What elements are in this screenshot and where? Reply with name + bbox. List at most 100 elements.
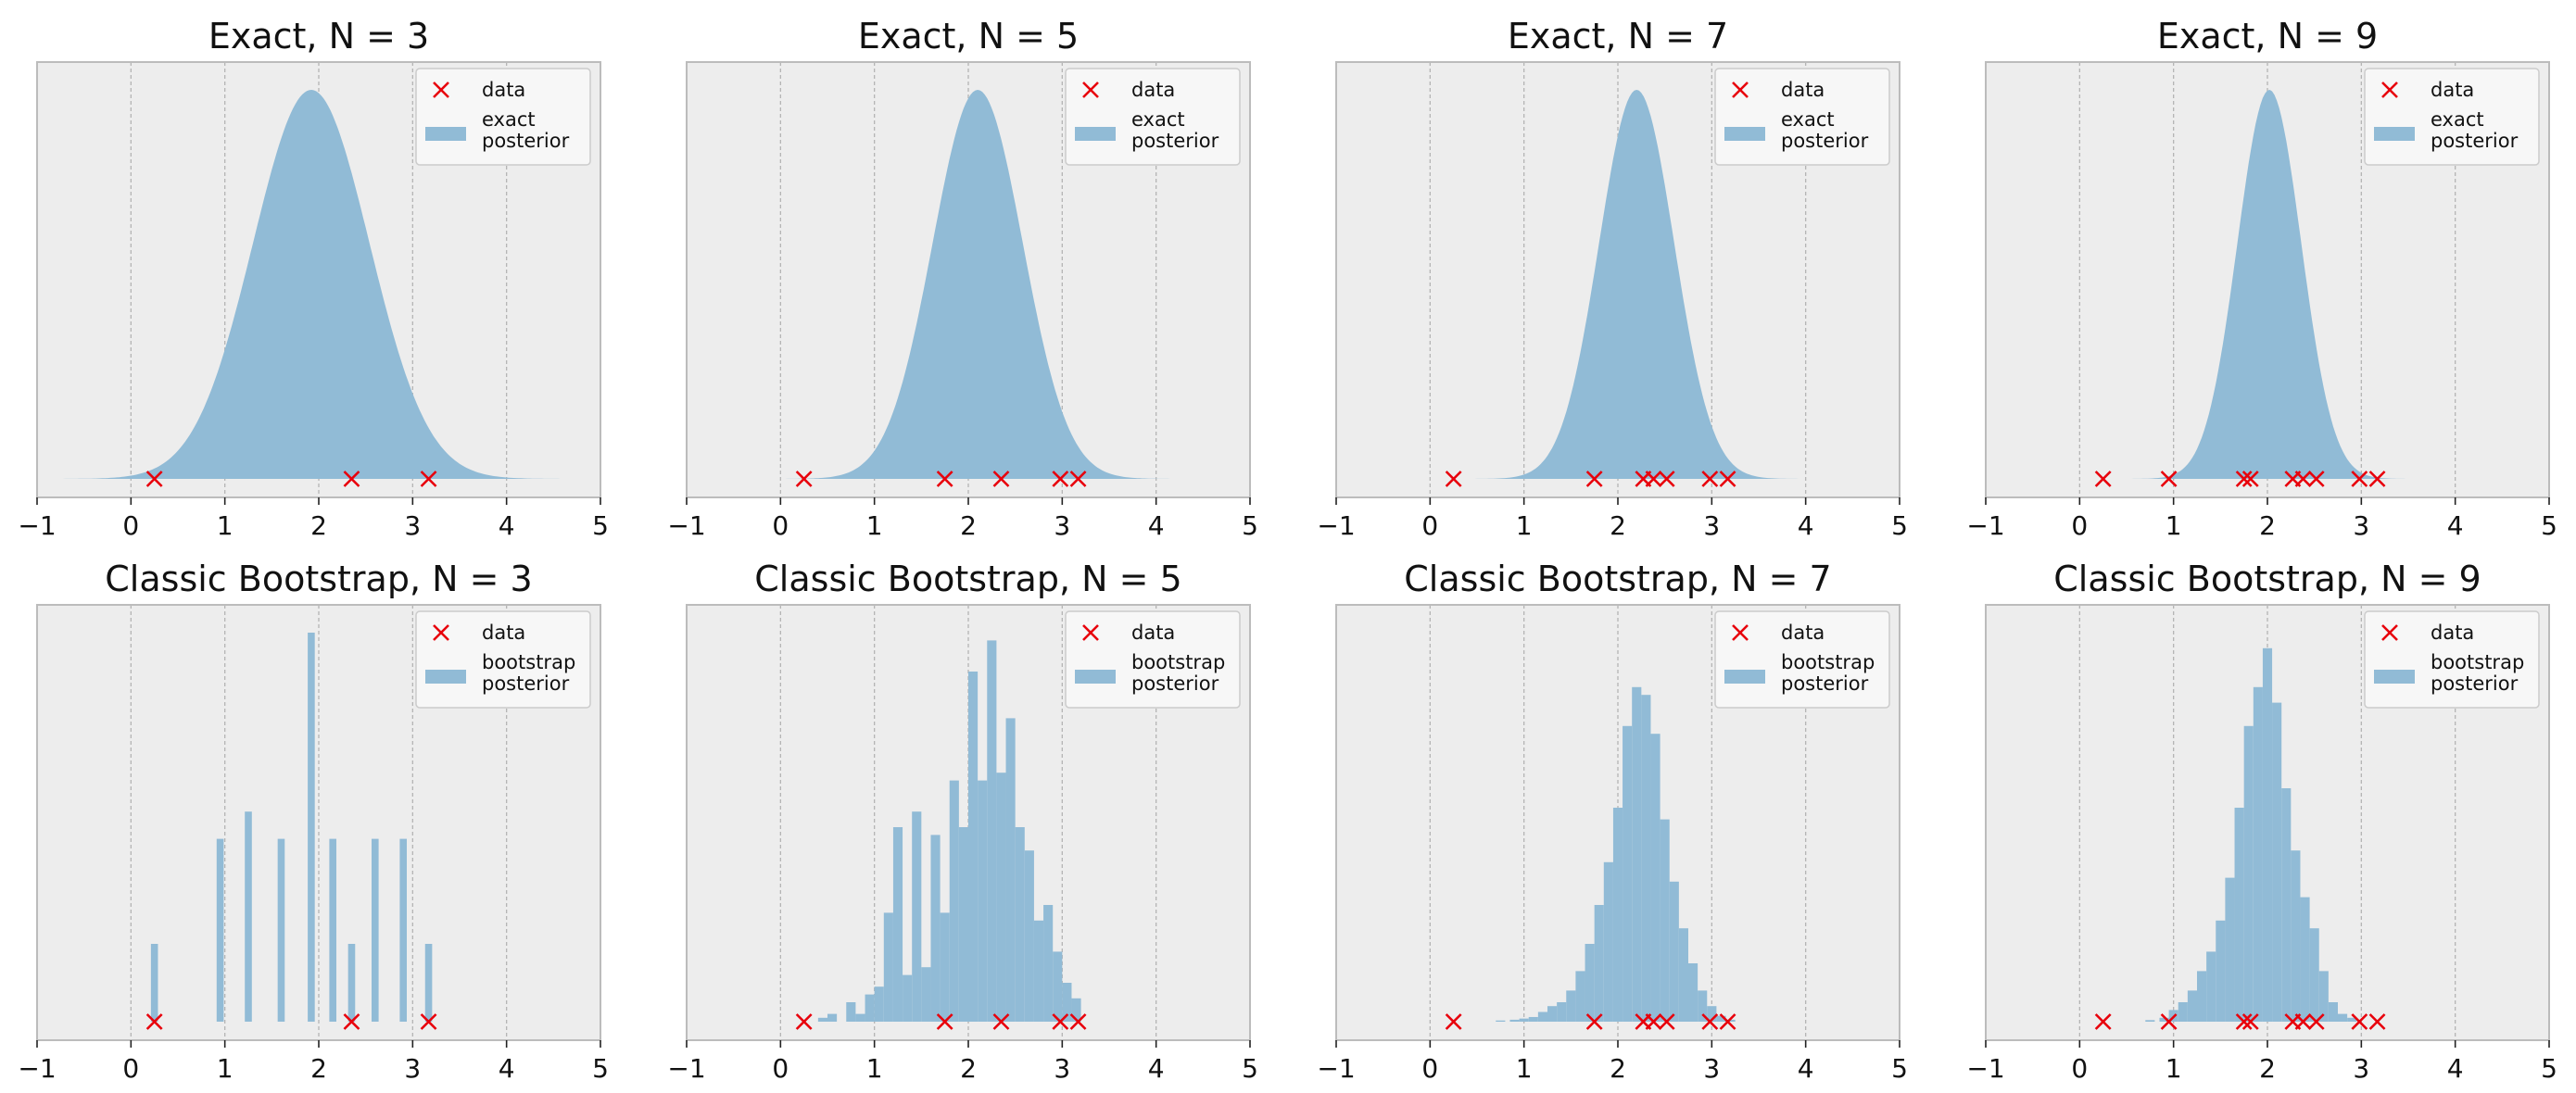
histogram-bar [827,1013,838,1022]
histogram-bar [2300,897,2310,1022]
marker-stroke [1719,471,1736,487]
marker-stroke [2241,471,2259,487]
x-tick-label: 5 [1891,510,1908,541]
x-tick-label: 1 [866,1053,883,1084]
x-tick-label: −1 [18,510,56,541]
histogram-bar [1585,944,1595,1022]
histogram-bar [874,986,884,1022]
marker-stroke [1645,1013,1662,1030]
data-marker [1645,471,1662,487]
data-marker [2235,471,2253,487]
subplot-title: Exact, N = 9 [2157,16,2378,57]
data-marker [1052,471,1069,487]
histogram-bar [978,780,988,1022]
marker-stroke [1701,1013,1719,1030]
histogram-bar [1612,808,1623,1022]
legend-label: posterior [1131,672,1219,695]
histogram-bar [930,835,941,1022]
marker-stroke [2094,1013,2112,1030]
marker-stroke [2307,1013,2325,1030]
subplot-7: −1 0 1 2 3 4 5 Classic Bootstrap, N = 7 data boot… [1317,559,1908,1084]
subplot-title: Classic Bootstrap, N = 7 [1404,559,1831,599]
marker-stroke [992,1013,1010,1030]
legend-label: data [1781,622,1825,644]
data-marker [2094,471,2112,487]
histogram-bar [1660,819,1670,1022]
x-tick-label: 5 [592,1053,609,1084]
histogram-bar [1509,1019,1520,1022]
histogram-bar [1557,1002,1567,1022]
data-marker [2094,1013,2112,1030]
x-tick-label: 2 [310,1053,327,1084]
histogram-bar [1005,718,1016,1022]
x-tick-label: 0 [772,510,789,541]
x-tick-label: −1 [1966,1053,2004,1084]
histogram-bar [1053,951,1063,1022]
histogram-bar [912,811,922,1022]
x-tick-label: 0 [2071,510,2088,541]
legend-data-marker [433,624,449,641]
legend-patch [1724,670,1765,684]
histogram-bar [2159,1017,2169,1022]
data-marker [1445,471,1462,487]
x-tick-label: 2 [310,510,327,541]
x-tick-label: 5 [2541,510,2557,541]
legend-data-marker [1732,82,1749,98]
marker-stroke [2351,1013,2368,1030]
histogram-bar [1015,827,1025,1022]
marker-stroke [2294,1013,2312,1030]
x-tick-label: 1 [1516,1053,1533,1084]
histogram-bar [968,672,979,1022]
histogram-bar [308,633,315,1022]
histogram-bar [1071,998,1081,1022]
data-marker [936,1013,953,1030]
histogram-bar [883,912,893,1022]
subplot-5: −1 0 1 2 3 4 5 Classic Bootstrap, N = 3 data boot… [18,559,609,1084]
x-tick-label: −1 [1317,1053,1355,1084]
histogram-bar [921,967,931,1022]
x-tick-label: 4 [1798,1053,1814,1084]
histogram-bar [1688,963,1698,1022]
marker-stroke [1585,1013,1603,1030]
marker-stroke [1052,471,1069,487]
marker-stroke [2241,1013,2259,1030]
marker-stroke [2094,471,2112,487]
histogram-bar [2178,1002,2188,1022]
histogram-bar [1547,1006,1558,1022]
x-tick-label: 4 [2447,510,2464,541]
histogram-bar [1043,905,1054,1022]
histogram-bar [2216,920,2226,1022]
marker-stroke [2160,1013,2178,1030]
legend-label: posterior [2431,130,2519,152]
data-marker [795,1013,813,1030]
x-tick-label: 2 [2259,1053,2276,1084]
marker-stroke [420,1013,437,1030]
x-tick-label: 5 [592,510,609,541]
x-tick-label: 1 [2166,510,2182,541]
legend-label: exact [1131,108,1185,131]
x-tick-label: −1 [667,510,705,541]
histogram-bar [1725,1019,1736,1022]
marker-stroke [420,471,437,487]
x-tick-label: 3 [404,1053,421,1084]
x-tick-label: 3 [1054,510,1070,541]
x-tick-label: −1 [1966,510,2004,541]
histogram-bar [2338,1013,2348,1022]
legend-label: exact [2431,108,2484,131]
data-marker [145,1013,163,1030]
x-tick-label: 5 [2541,1053,2557,1084]
histogram-bar [2187,990,2197,1022]
x-tick-label: 3 [1703,1053,1720,1084]
x-tick-label: 3 [2353,1053,2369,1084]
marker-stroke [1658,1013,1675,1030]
x-tick-label: 3 [2353,510,2369,541]
legend-patch [1724,127,1765,141]
subplot-title: Exact, N = 7 [1508,16,1728,57]
histogram-bar [2291,850,2301,1022]
